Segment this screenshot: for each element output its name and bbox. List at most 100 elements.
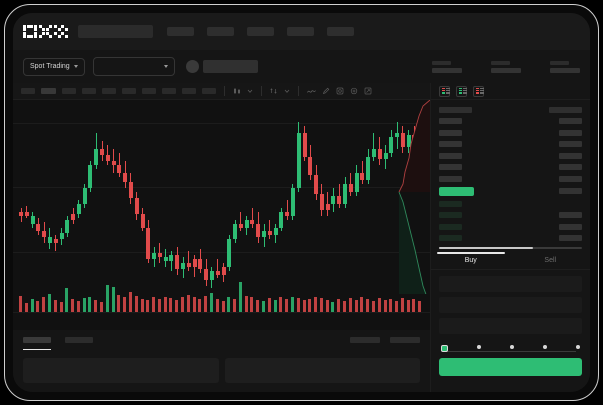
orderbook-ask-row[interactable] [439,117,582,126]
magnet-icon[interactable] [336,87,344,95]
orderbook-ask-row[interactable] [439,151,582,160]
candle-body [123,172,128,183]
candle-body [82,188,87,204]
candle-wick [159,243,161,263]
candle-wick [107,145,109,165]
trading-mode-selector[interactable]: Spot Trading [23,57,85,76]
candle-body [256,223,261,238]
orderbook-bid-row[interactable] [439,234,582,243]
nav-item-1[interactable] [166,27,194,36]
volume-bar [308,299,312,312]
volume-bar [215,299,219,312]
search-input[interactable] [77,25,153,38]
orderbook-view-both-icon[interactable] [439,85,450,97]
candlestick-series [19,106,424,302]
volume-bar [140,299,144,312]
indicators-icon[interactable] [270,87,278,95]
tab-buy[interactable]: Buy [431,251,511,269]
candle-body [152,253,157,259]
timeframe-button-7[interactable] [142,88,156,94]
volume-bar [65,288,69,312]
timeframe-button-1[interactable] [21,88,35,94]
timeframe-button-5[interactable] [102,88,116,94]
volume-bar [244,295,248,312]
orders-panel [13,330,430,392]
orderbook-view-asks-icon[interactable] [473,85,484,97]
nav-item-5[interactable] [326,27,354,36]
candle-body [186,262,191,267]
volume-bar [36,300,40,312]
orderbook-bid-row[interactable] [439,222,582,231]
total-field[interactable] [439,317,582,334]
line-tool-icon[interactable] [307,88,316,95]
slider-stop-75[interactable] [543,344,547,349]
orders-action-2[interactable] [390,337,420,343]
icon-bars-right [462,88,467,94]
candle-body [71,213,76,220]
orders-card-2[interactable] [224,358,420,383]
candle-body [53,239,58,244]
volume-bar [290,296,294,312]
logo-glyph-x [54,24,68,39]
slider-handle[interactable] [441,344,448,352]
okx-logo[interactable] [23,24,68,39]
orderbook-ask-row[interactable] [439,174,582,183]
orderbook-ask-row[interactable] [439,128,582,137]
slider-stops [441,344,580,352]
price-field[interactable] [439,275,582,292]
candle-body [111,160,116,165]
tab-sell[interactable]: Sell [544,256,557,264]
candle-body [157,253,162,257]
submit-buy-button[interactable] [439,357,582,376]
app-screen: Spot Trading [13,13,590,392]
fullscreen-icon[interactable] [364,87,372,95]
top-navigation-bar [13,13,590,50]
orderbook-view-bids-icon[interactable] [456,85,467,97]
chevron-down-icon-indicators[interactable] [284,88,290,94]
candlestick-type-icon[interactable] [233,87,241,95]
volume-series [19,282,424,312]
nav-item-2[interactable] [206,27,234,36]
candle-body [47,237,52,244]
orderbook-bid-row[interactable] [439,211,582,220]
timeframe-button-6[interactable] [122,88,136,94]
volume-bar [412,299,416,312]
amount-slider[interactable] [431,339,590,352]
slider-stop-50[interactable] [510,344,514,349]
chevron-down-icon-chart-type[interactable] [247,88,253,94]
price-chart[interactable] [13,100,430,330]
settings-icon[interactable] [350,87,358,95]
candle-body [19,211,23,216]
stat-value [432,67,462,73]
orders-action-1[interactable] [350,337,380,343]
volume-bar [30,299,34,312]
orderbook-ask-row[interactable] [439,163,582,172]
slider-stop-25[interactable] [477,344,481,349]
amount-field[interactable] [439,296,582,313]
nav-item-4[interactable] [286,27,314,36]
timeframe-button-3[interactable] [62,88,76,94]
orderbook-ask-row[interactable] [439,140,582,149]
candle-body [140,213,145,228]
candle-body [134,198,139,214]
device-frame: Spot Trading [4,4,599,401]
candle-body [175,254,180,269]
pair-select[interactable] [92,57,175,76]
chevron-down-icon [73,65,78,68]
depth-chart-svg [398,100,430,294]
candle-body [42,231,47,238]
orders-card-1[interactable] [23,358,219,383]
timeframe-button-4[interactable] [82,88,96,94]
slider-stop-100[interactable] [576,344,580,349]
orders-tab-1[interactable] [23,337,51,350]
nav-item-3[interactable] [246,27,274,36]
pencil-icon[interactable] [322,87,330,95]
timeframe-button-10[interactable] [202,88,216,94]
timeframe-button-9[interactable] [182,88,196,94]
timeframe-button-8[interactable] [162,88,176,94]
candle-wick [240,211,242,232]
orders-tab-2[interactable] [65,337,93,343]
timeframe-button-2[interactable] [41,88,56,94]
volume-bar [389,299,393,312]
orderbook-bid-row[interactable] [439,199,582,208]
